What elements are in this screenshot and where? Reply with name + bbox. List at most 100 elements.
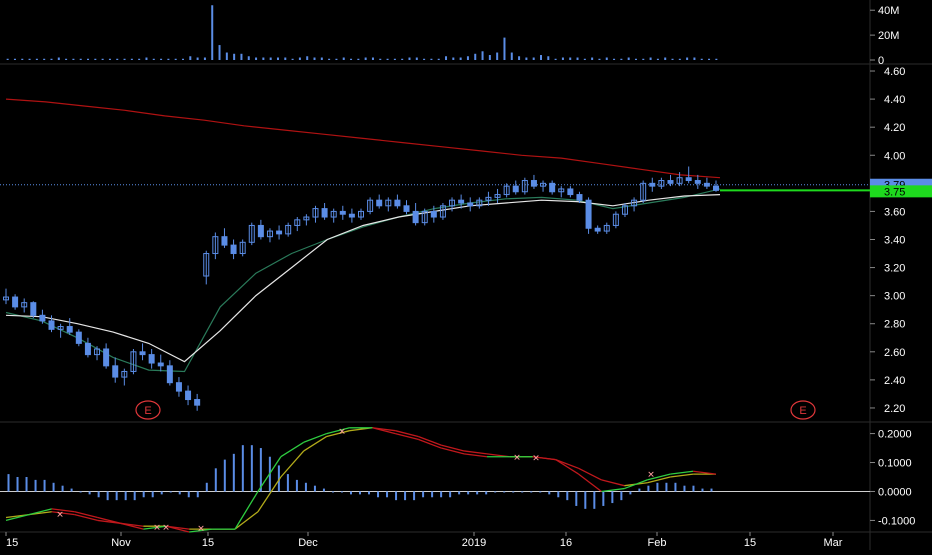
candle-body [348, 213, 355, 218]
volume-bar [649, 57, 652, 60]
macd-line-segment [693, 470, 717, 475]
volume-bar [94, 58, 97, 60]
macd-signal-segment [74, 514, 98, 522]
macd-histogram-bar [449, 491, 452, 498]
candle-body [139, 351, 146, 356]
candle-body [576, 194, 583, 201]
earnings-marker-label: E [144, 405, 151, 417]
candle-body [121, 370, 128, 378]
macd-histogram-bar [467, 491, 470, 495]
volume-bar [13, 58, 16, 60]
volume-bar [466, 56, 469, 60]
ma-mid-line [5, 194, 721, 363]
volume-bar [393, 58, 396, 60]
macd-histogram-bar [602, 491, 605, 506]
candle-body [148, 354, 155, 364]
candle-body [658, 180, 665, 187]
macd-histogram-bar [322, 488, 325, 492]
macd-line-segment [532, 456, 556, 461]
candle-body [39, 314, 46, 322]
macd-histogram-bar [223, 459, 226, 492]
time-tick-label: 16 [560, 537, 572, 549]
macd-line-segment [74, 511, 98, 519]
macd-histogram-bar [187, 491, 190, 498]
volume-bar [510, 52, 513, 60]
macd-line-segment [555, 459, 579, 475]
macd-histogram-bar [133, 491, 136, 501]
volume-bar [598, 58, 601, 60]
time-tick-label: Mar [824, 537, 843, 549]
candle-body [685, 177, 692, 182]
volume-bar [474, 53, 477, 60]
candle-body [558, 188, 565, 193]
volume-bar [233, 53, 236, 60]
volume-bar [576, 57, 579, 60]
volume-tick-label: 40M [878, 5, 899, 17]
candle-body [312, 208, 319, 218]
macd-histogram-bar [7, 474, 10, 492]
macd-histogram-bar [503, 491, 506, 493]
macd-histogram-bar [331, 491, 334, 493]
macd-histogram-bar [52, 482, 55, 492]
volume-tick-label: 20M [878, 30, 899, 42]
volume-bar [211, 5, 214, 60]
candle-body [48, 320, 55, 330]
candle-body [358, 210, 364, 218]
macd-histogram-bar [115, 491, 118, 501]
candle-body [239, 241, 246, 255]
macd-histogram-bar [638, 488, 641, 492]
macd-line-segment [234, 491, 259, 530]
volume-bar [57, 57, 60, 60]
macd-histogram-bar [710, 488, 713, 492]
macd-histogram-bar [277, 465, 280, 492]
volume-bar [298, 57, 301, 60]
macd-histogram-bar [422, 491, 425, 498]
volume-bar [269, 57, 272, 60]
time-tick-label: 15 [744, 537, 756, 549]
price-tick-label: 2.80 [884, 319, 905, 331]
volume-bar [152, 58, 155, 60]
candle-body [203, 253, 210, 277]
macd-histogram-bar [539, 491, 542, 493]
volume-bar [255, 57, 258, 60]
macd-cross-marker: ✕ [338, 426, 346, 436]
macd-histogram-bar [566, 491, 569, 501]
macd-histogram-bar [548, 491, 551, 495]
candle-body [130, 351, 137, 372]
macd-line-segment [463, 453, 488, 458]
macd-histogram-bar [70, 488, 73, 492]
macd-line-segment [120, 522, 144, 530]
candle-body [667, 180, 674, 184]
volume-bar [35, 58, 38, 60]
price-tick-label: 4.00 [884, 150, 905, 162]
volume-bar [554, 58, 557, 60]
candle-body [30, 302, 37, 316]
macd-signal-segment [234, 511, 259, 530]
macd-histogram-bar [386, 491, 389, 498]
macd-signal-segment [257, 476, 282, 513]
volume-bar [452, 57, 455, 60]
volume-bar [481, 51, 484, 60]
macd-signal-segment [326, 430, 350, 438]
volume-bar [284, 57, 287, 60]
macd-histogram-bar [692, 485, 695, 492]
macd-histogram-bar [377, 491, 380, 498]
macd-line-segment [624, 479, 648, 490]
volume-bar [130, 58, 133, 60]
volume-tick-label: 0 [878, 55, 884, 67]
volume-bar [540, 55, 542, 60]
volume-bar [357, 58, 360, 60]
ma-fast-line [5, 188, 721, 373]
macd-cross-marker: ✕ [153, 522, 161, 532]
macd-line-segment [51, 508, 75, 513]
volume-bar [167, 58, 170, 60]
macd-histogram-bar [404, 491, 407, 501]
volume-bar [350, 58, 353, 60]
macd-histogram-bar [656, 482, 659, 492]
volume-bar [116, 58, 119, 60]
macd-histogram-bar [530, 491, 533, 493]
price-tick-label: 2.60 [884, 347, 905, 359]
